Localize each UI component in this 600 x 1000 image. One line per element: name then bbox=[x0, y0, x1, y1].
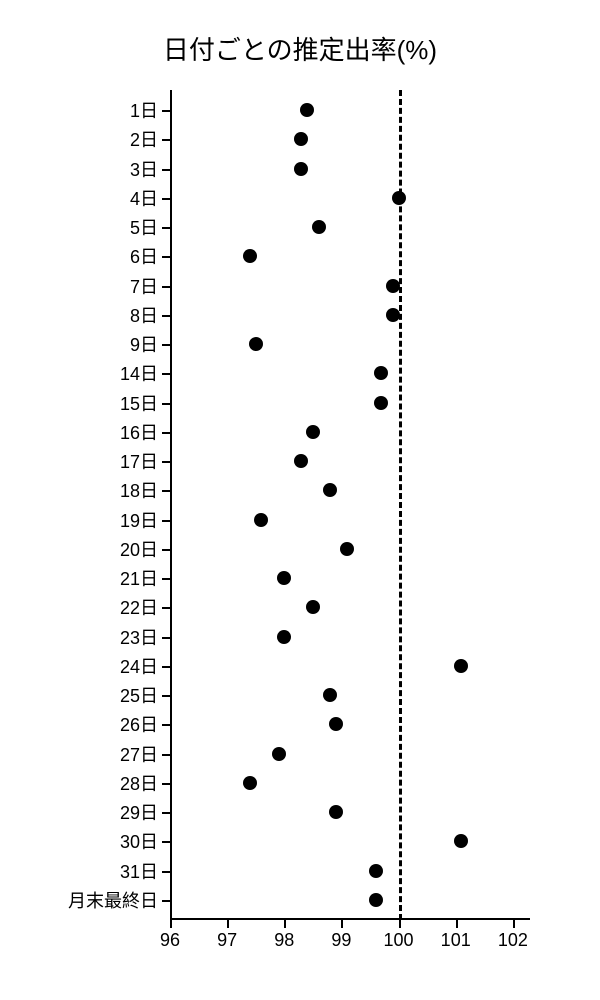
x-tick-label: 101 bbox=[441, 920, 471, 951]
y-tick-label: 2日 bbox=[130, 126, 170, 152]
data-point bbox=[329, 717, 343, 731]
y-tick-label: 月末最終日 bbox=[68, 887, 170, 913]
y-tick-label: 18日 bbox=[120, 477, 170, 503]
chart-title: 日付ごとの推定出率(%) bbox=[0, 30, 600, 67]
data-point bbox=[369, 864, 383, 878]
y-tick-label: 20日 bbox=[120, 536, 170, 562]
x-tick-label: 96 bbox=[160, 920, 180, 951]
data-point bbox=[300, 103, 314, 117]
y-tick-label: 19日 bbox=[120, 507, 170, 533]
data-point bbox=[249, 337, 263, 351]
y-tick-label: 16日 bbox=[120, 419, 170, 445]
x-tick-label: 100 bbox=[384, 920, 414, 951]
y-tick-label: 14日 bbox=[120, 360, 170, 386]
data-point bbox=[454, 659, 468, 673]
y-tick-label: 22日 bbox=[120, 594, 170, 620]
x-tick-label: 98 bbox=[274, 920, 294, 951]
data-point bbox=[454, 834, 468, 848]
reference-line bbox=[399, 90, 402, 920]
y-tick-label: 29日 bbox=[120, 799, 170, 825]
data-point bbox=[272, 747, 286, 761]
y-tick-label: 25日 bbox=[120, 682, 170, 708]
data-point bbox=[306, 600, 320, 614]
x-tick-label: 102 bbox=[498, 920, 528, 951]
y-tick-label: 5日 bbox=[130, 214, 170, 240]
y-tick-label: 6日 bbox=[130, 243, 170, 269]
y-tick-label: 21日 bbox=[120, 565, 170, 591]
y-axis-line bbox=[170, 90, 172, 920]
data-point bbox=[243, 776, 257, 790]
data-point bbox=[386, 279, 400, 293]
y-tick-label: 1日 bbox=[130, 97, 170, 123]
data-point bbox=[323, 688, 337, 702]
y-tick-label: 7日 bbox=[130, 273, 170, 299]
data-point bbox=[369, 893, 383, 907]
data-point bbox=[243, 249, 257, 263]
data-point bbox=[294, 162, 308, 176]
data-point bbox=[312, 220, 326, 234]
data-point bbox=[374, 396, 388, 410]
data-point bbox=[392, 191, 406, 205]
y-tick-label: 31日 bbox=[120, 858, 170, 884]
data-point bbox=[306, 425, 320, 439]
data-point bbox=[323, 483, 337, 497]
y-tick-label: 26日 bbox=[120, 711, 170, 737]
y-tick-label: 9日 bbox=[130, 331, 170, 357]
data-point bbox=[340, 542, 354, 556]
y-tick-label: 4日 bbox=[130, 185, 170, 211]
data-point bbox=[277, 571, 291, 585]
data-point bbox=[329, 805, 343, 819]
y-tick-label: 17日 bbox=[120, 448, 170, 474]
x-tick-label: 97 bbox=[217, 920, 237, 951]
data-point bbox=[294, 454, 308, 468]
y-tick-label: 8日 bbox=[130, 302, 170, 328]
y-tick-label: 27日 bbox=[120, 741, 170, 767]
y-tick-label: 15日 bbox=[120, 390, 170, 416]
y-tick-label: 3日 bbox=[130, 156, 170, 182]
y-tick-label: 28日 bbox=[120, 770, 170, 796]
plot-area: 969798991001011021日2日3日4日5日6日7日8日9日14日15… bbox=[170, 90, 530, 920]
y-tick-label: 30日 bbox=[120, 828, 170, 854]
x-tick-label: 99 bbox=[331, 920, 351, 951]
data-point bbox=[294, 132, 308, 146]
data-point bbox=[277, 630, 291, 644]
y-tick-label: 24日 bbox=[120, 653, 170, 679]
y-tick-label: 23日 bbox=[120, 624, 170, 650]
data-point bbox=[374, 366, 388, 380]
data-point bbox=[254, 513, 268, 527]
data-point bbox=[386, 308, 400, 322]
